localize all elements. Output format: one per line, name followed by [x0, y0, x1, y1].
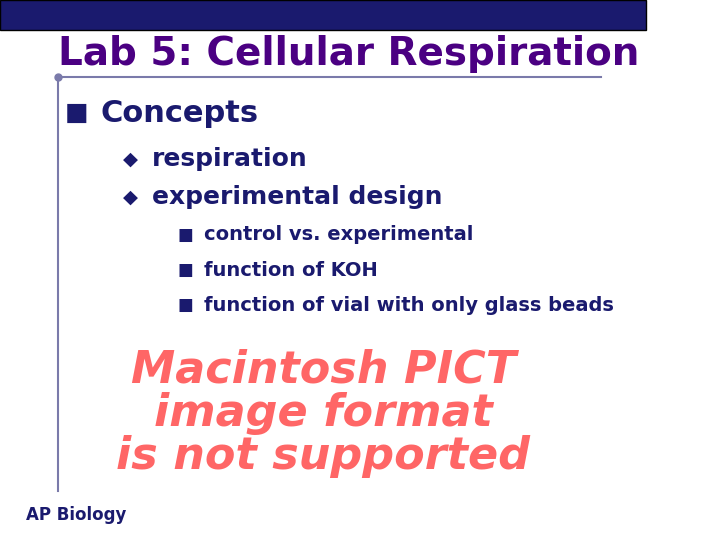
Text: AP Biology: AP Biology	[26, 506, 126, 524]
Text: control vs. experimental: control vs. experimental	[204, 225, 473, 245]
Text: function of vial with only glass beads: function of vial with only glass beads	[204, 295, 613, 315]
Text: respiration: respiration	[152, 147, 307, 171]
Text: is not supported: is not supported	[116, 435, 530, 478]
FancyBboxPatch shape	[0, 0, 647, 30]
Text: ■: ■	[178, 296, 194, 314]
Text: experimental design: experimental design	[152, 185, 442, 209]
Text: ■: ■	[65, 102, 89, 125]
Text: ◆: ◆	[123, 150, 138, 169]
Text: ◆: ◆	[123, 187, 138, 207]
Text: ■: ■	[178, 261, 194, 279]
Text: Macintosh PICT: Macintosh PICT	[130, 348, 516, 392]
Text: function of KOH: function of KOH	[204, 260, 377, 280]
Text: image format: image format	[154, 392, 492, 435]
Text: Lab 5: Cellular Respiration: Lab 5: Cellular Respiration	[58, 35, 639, 73]
Text: ■: ■	[178, 226, 194, 244]
Text: Concepts: Concepts	[100, 99, 258, 128]
